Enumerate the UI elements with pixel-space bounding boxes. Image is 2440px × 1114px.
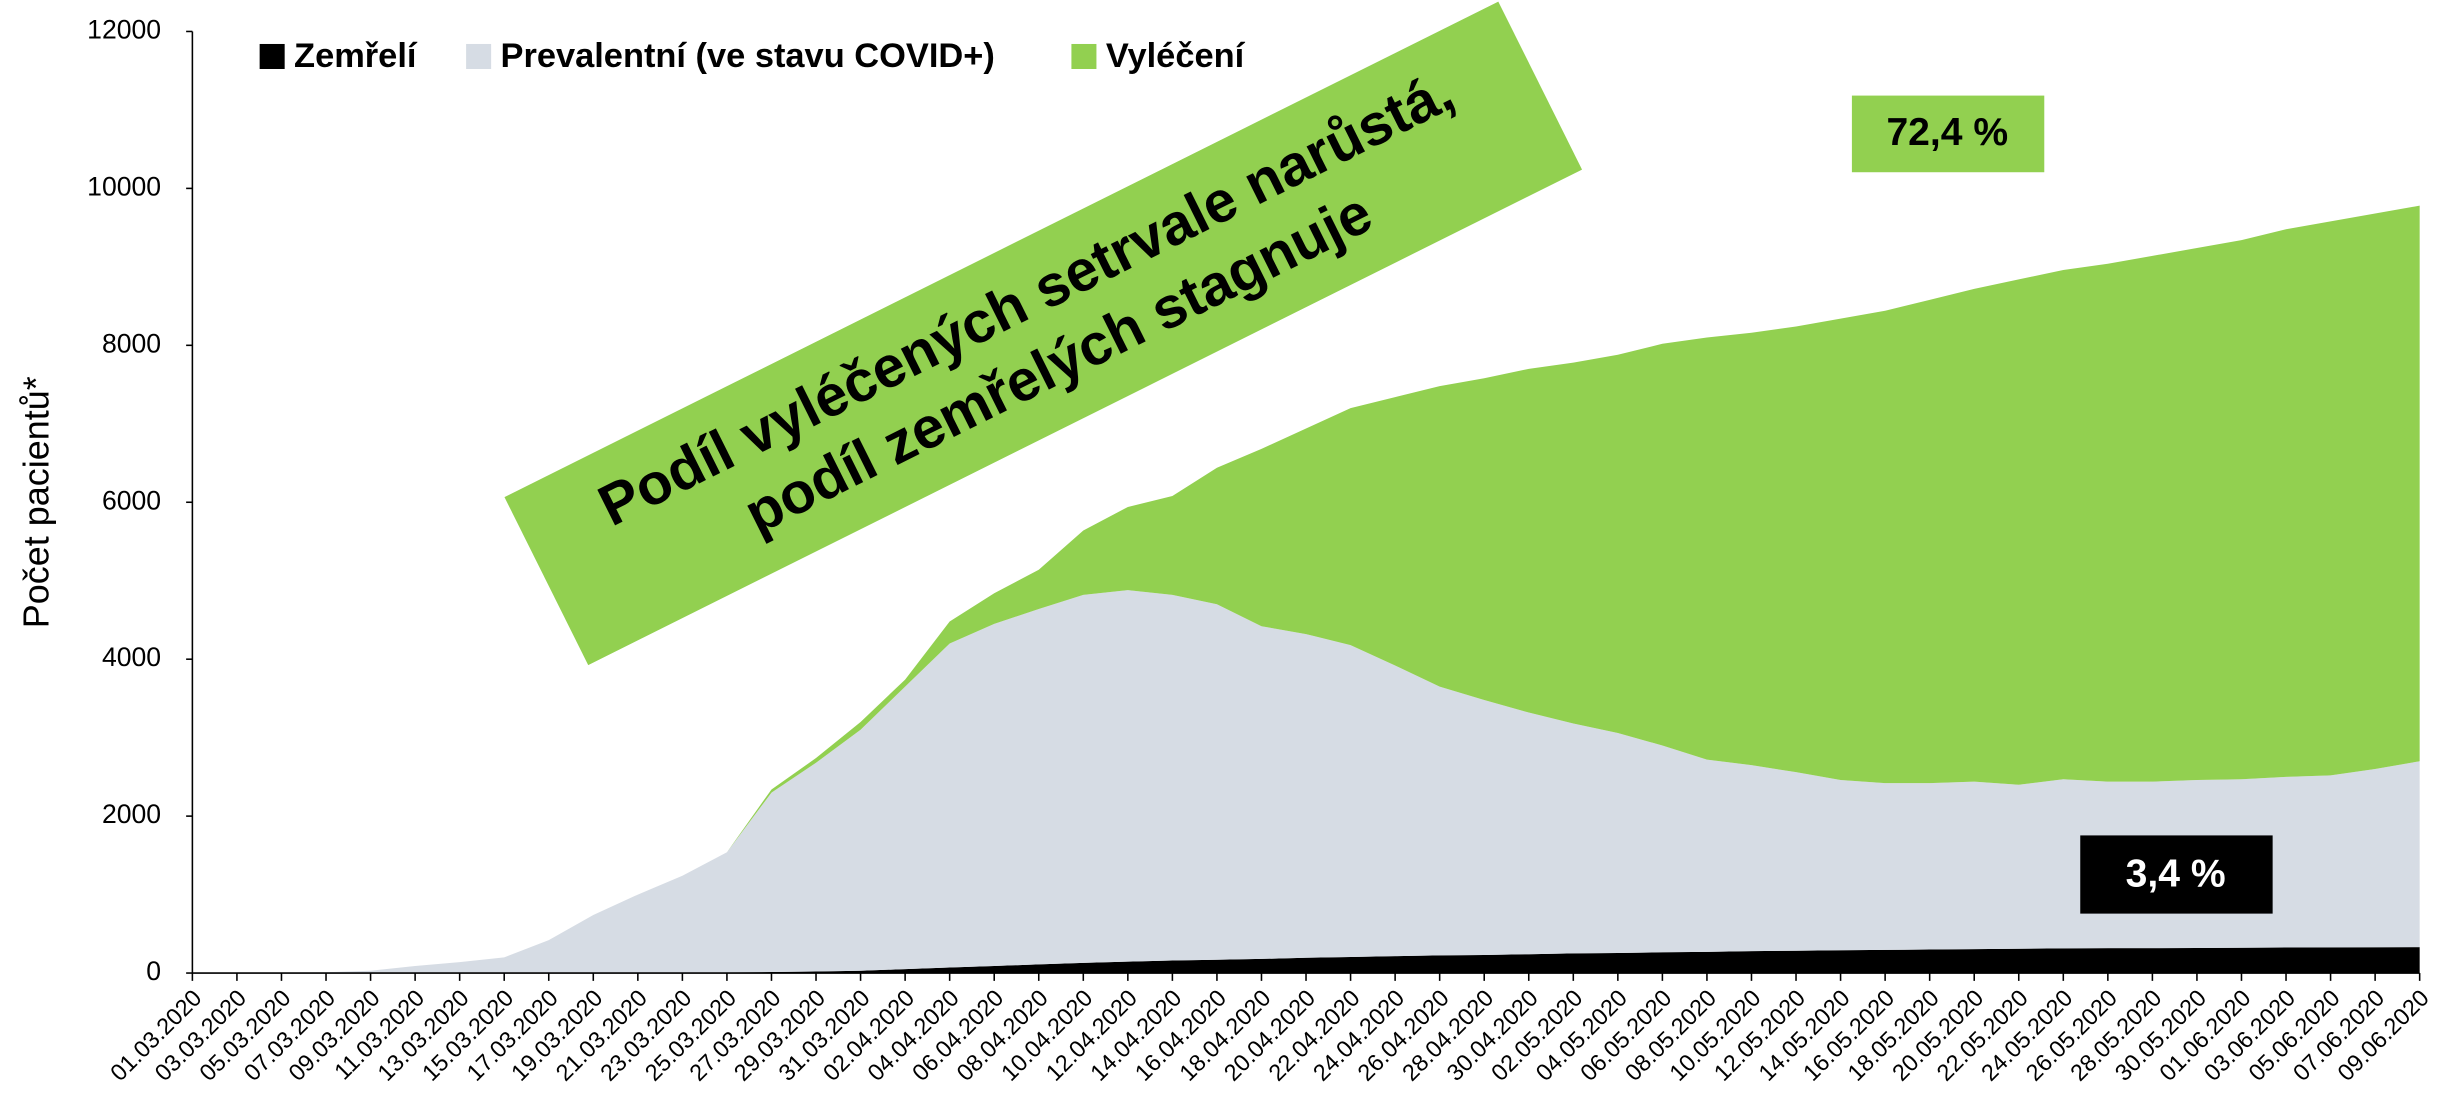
- legend-swatch: [1071, 43, 1097, 69]
- y-tick-label: 2000: [102, 799, 161, 829]
- y-tick-label: 0: [146, 956, 161, 986]
- y-tick-label: 4000: [102, 642, 161, 672]
- recovered-share-box: [1851, 95, 2045, 173]
- y-tick-label: 8000: [102, 328, 161, 358]
- legend-swatch: [259, 43, 285, 69]
- legend-label: Vyléčení: [1106, 37, 1246, 75]
- area: [192, 205, 2420, 974]
- area: [192, 590, 2420, 974]
- areas: [192, 205, 2420, 974]
- deceased-share: 3,4 %: [2126, 852, 2226, 895]
- legend-swatch: [466, 43, 492, 69]
- legend-label: Zemřelí: [294, 37, 418, 75]
- legend-label: Prevalentní (ve stavu COVID+): [501, 37, 995, 75]
- y-tick-label: 6000: [102, 485, 161, 515]
- area: [192, 947, 2420, 974]
- y-tick-label: 12000: [87, 14, 161, 44]
- deceased-share-box: [2080, 835, 2273, 914]
- legend: Zemřelí Prevalentní (ve stavu COVID+) Vylé…: [259, 37, 1246, 75]
- banner-box: [504, 1, 1583, 666]
- recovered-share: 72,4 %: [1886, 111, 2008, 154]
- y-tick-label: 10000: [87, 171, 161, 201]
- y-axis-label: Počet pacientů*: [16, 376, 57, 628]
